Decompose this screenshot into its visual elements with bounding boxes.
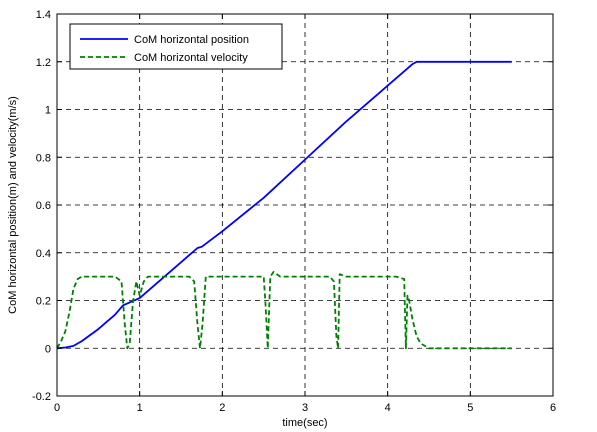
legend-box	[69, 23, 283, 70]
x-tick-label: 0	[54, 402, 60, 414]
x-tick-label: 6	[550, 402, 556, 414]
series-line-position	[56, 60, 512, 350]
y-tick-label: 1.2	[36, 57, 51, 69]
x-tick-label: 4	[385, 402, 391, 414]
y-tick-label: 1	[45, 105, 51, 117]
x-tick-label: 5	[467, 402, 473, 414]
y-tick-label: 0.6	[36, 200, 51, 212]
grid-lines	[57, 14, 553, 396]
legend: CoM horizontal position CoM horizontal v…	[69, 23, 283, 70]
x-tick-label: 1	[137, 402, 143, 414]
legend-entry-velocity: CoM horizontal velocity	[134, 52, 248, 64]
legend-entry-position: CoM horizontal position	[134, 34, 249, 46]
x-tick-label: 3	[302, 402, 308, 414]
y-tick-label: -0.2	[32, 391, 51, 403]
y-tick-label: 0.4	[36, 248, 51, 260]
axis-ticks: 0 1 2 3 4 5 6-0.200.20.40.60.811.21.4	[32, 9, 556, 414]
y-tick-label: 0.2	[36, 296, 51, 308]
x-axis-label: time(sec)	[282, 417, 327, 429]
series-line-velocity	[56, 270, 512, 350]
x-tick-label: 2	[219, 402, 225, 414]
y-tick-label: 1.4	[36, 9, 51, 21]
y-axis-label: CoM horizontal position(m) and velocity(…	[7, 96, 19, 314]
series-lines	[56, 60, 512, 350]
y-tick-label: 0	[45, 343, 51, 355]
y-tick-label: 0.8	[36, 152, 51, 164]
